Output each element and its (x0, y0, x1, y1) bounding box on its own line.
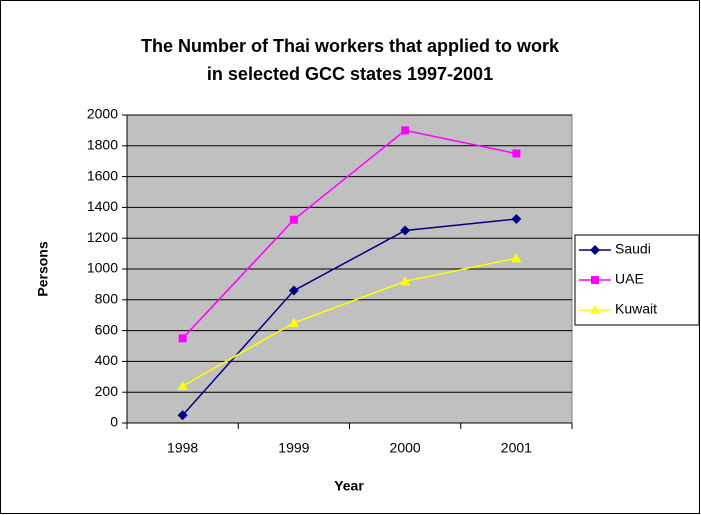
marker (401, 126, 410, 135)
x-tick-label: 2001 (501, 440, 532, 456)
y-tick-label: 0 (110, 414, 118, 430)
marker (288, 285, 299, 296)
marker (511, 253, 522, 263)
x-tick-label: 1998 (167, 440, 198, 456)
y-tick-label: 200 (95, 383, 119, 399)
y-tick-label: 2000 (87, 106, 118, 122)
marker (511, 213, 522, 224)
series-line (182, 218, 517, 416)
marker (400, 225, 411, 236)
chart-title: in selected GCC states 1997-2001 (207, 64, 493, 84)
chart-title: The Number of Thai workers that applied … (141, 36, 560, 56)
marker (591, 276, 599, 284)
y-tick-label: 800 (95, 291, 119, 307)
marker (177, 381, 188, 391)
y-tick-label: 1400 (87, 198, 118, 214)
y-axis-title: Persons (35, 241, 51, 296)
y-tick-label: 1800 (87, 137, 118, 153)
marker (512, 149, 521, 158)
marker (288, 317, 299, 327)
legend-label: Kuwait (615, 301, 657, 317)
marker (178, 334, 187, 343)
series-line (182, 257, 517, 387)
marker (590, 245, 600, 255)
x-axis-title: Year (334, 478, 364, 494)
x-tick-label: 2000 (390, 440, 421, 456)
legend-label: Saudi (615, 241, 651, 257)
y-tick-label: 400 (95, 352, 119, 368)
marker (590, 305, 600, 314)
legend-label: UAE (615, 271, 644, 287)
y-tick-label: 1600 (87, 167, 118, 183)
x-tick-label: 1999 (278, 440, 309, 456)
y-tick-label: 1000 (87, 260, 118, 276)
y-tick-label: 1200 (87, 229, 118, 245)
marker (400, 276, 411, 286)
marker (177, 410, 188, 421)
marker (289, 215, 298, 224)
y-tick-label: 600 (95, 321, 119, 337)
series-line (182, 129, 517, 339)
